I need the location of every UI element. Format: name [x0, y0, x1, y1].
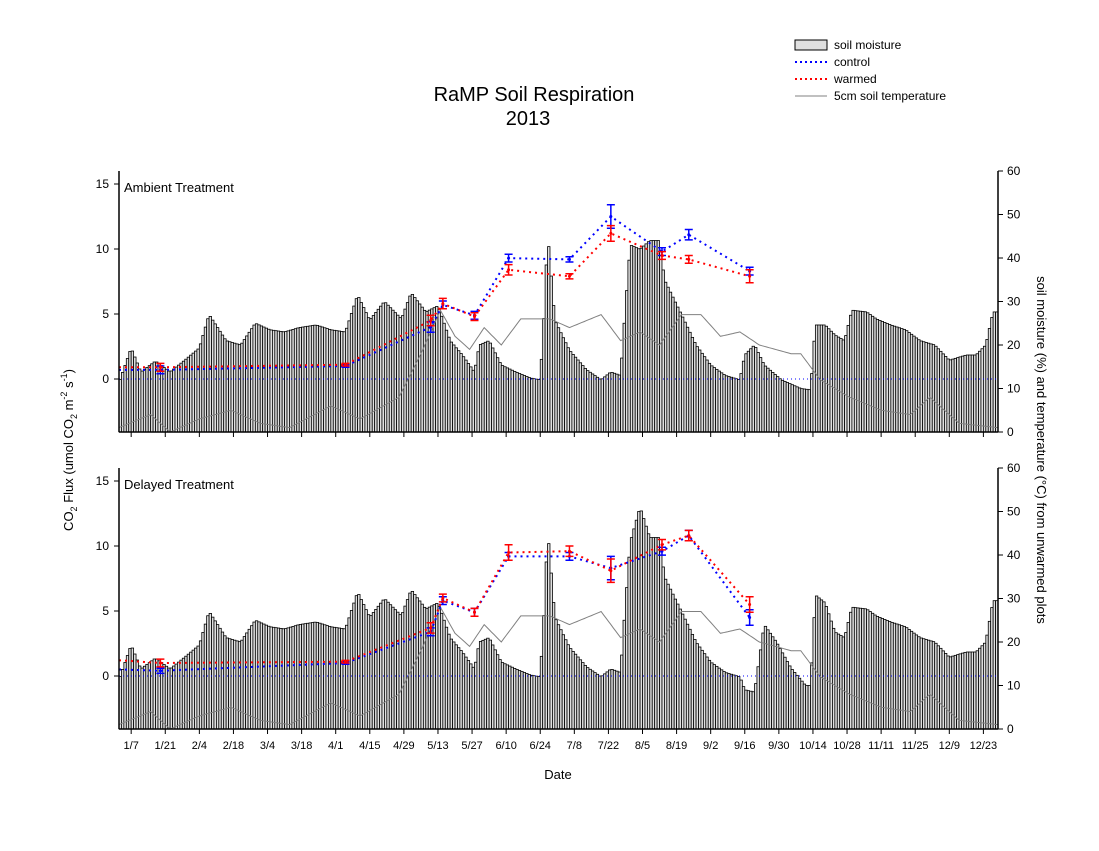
warmed-point: [441, 302, 445, 306]
x-tick-label: 9/16: [734, 740, 755, 752]
legend: soil moisture control warmed 5cm soil te…: [794, 38, 946, 103]
series-warmed: [119, 224, 754, 372]
soil-temperature-line: [118, 606, 999, 730]
soil-temperature-line: [118, 309, 999, 433]
x-tick-label: 9/2: [703, 740, 718, 752]
series-warmed: [119, 529, 754, 668]
control-point: [158, 669, 162, 673]
control-point: [507, 256, 511, 260]
x-tick-label: 7/8: [567, 740, 582, 752]
y-left-tick-label: 15: [96, 177, 110, 191]
warmed-point: [343, 660, 347, 664]
panel-ambient: 0 5 10 15 0 10 20 30 40 50 60 Ambient Treatment: [96, 164, 1021, 439]
warmed-point: [472, 610, 476, 614]
x-tick-label: 10/14: [799, 740, 827, 752]
warmed-point: [472, 315, 476, 319]
x-tick-label: 6/10: [495, 740, 516, 752]
y-left-tick-label: 0: [102, 669, 109, 683]
x-tick-label: 2/4: [192, 740, 207, 752]
control-point: [687, 233, 691, 237]
legend-swatch-soil-moisture: [794, 39, 828, 51]
x-tick-label: 11/11: [868, 740, 894, 752]
y-right-tick-label: 20: [1007, 635, 1021, 649]
warmed-point: [660, 543, 664, 547]
warmed-point: [748, 603, 752, 606]
x-tick-label: 3/18: [291, 740, 312, 752]
warmed-point: [507, 268, 511, 272]
y-left-tick-label: 0: [102, 372, 109, 386]
legend-label-temperature: 5cm soil temperature: [834, 89, 946, 103]
legend-label-soil-moisture: soil moisture: [834, 38, 902, 52]
x-tick-label: 4/29: [393, 740, 414, 752]
soil-moisture-bars: [118, 510, 999, 730]
y-right-tick-label: 10: [1007, 382, 1021, 396]
warmed-point: [429, 319, 433, 322]
warmed-point: [660, 254, 664, 257]
x-tick-label: 5/27: [461, 740, 482, 752]
y-right-tick-label: 60: [1007, 164, 1021, 178]
y-right-tick-label: 40: [1007, 548, 1021, 562]
warmed-point: [609, 231, 613, 235]
x-tick-label: 1/7: [124, 740, 139, 752]
control-point: [748, 616, 752, 619]
y-left-tick-label: 15: [96, 474, 110, 488]
x-tick-label: 1/21: [155, 740, 176, 752]
x-tick-label: 10/28: [833, 740, 861, 752]
x-axis-label: Date: [544, 767, 571, 782]
warmed-point: [567, 274, 571, 278]
y-right-tick-label: 50: [1007, 208, 1021, 222]
legend-label-control: control: [834, 55, 870, 69]
warmed-point: [343, 363, 347, 367]
y-right-tick-label: 50: [1007, 505, 1021, 519]
warmed-point: [687, 534, 691, 538]
y-right-tick-label: 0: [1007, 425, 1014, 439]
y-left-tick-label: 5: [102, 307, 109, 321]
panel-delayed: 0 5 10 15 0 10 20 30 40 50 60 1/7 1/21 2/4 2/18 3/4 3/18…: [96, 461, 1021, 752]
legend-label-warmed: warmed: [833, 72, 877, 86]
panel-label: Delayed Treatment: [124, 477, 234, 492]
warmed-point: [567, 549, 571, 553]
y-right-tick-label: 0: [1007, 722, 1014, 736]
x-tick-label: 4/15: [359, 740, 380, 752]
y-left-tick-label: 10: [96, 242, 110, 256]
warmed-point: [429, 626, 433, 630]
y-axis-right-label: soil moisture (%) and temperature (°C) f…: [1034, 276, 1049, 624]
control-point: [609, 215, 613, 218]
x-tick-label: 7/22: [598, 740, 619, 752]
control-point: [567, 257, 571, 261]
y-right-tick-label: 30: [1007, 295, 1021, 309]
x-tick-label: 8/5: [635, 740, 650, 752]
y-left-tick-label: 10: [96, 539, 110, 553]
warmed-point: [748, 274, 752, 278]
warmed-point: [609, 569, 613, 573]
x-tick-label: 11/25: [902, 740, 929, 752]
y-right-tick-label: 40: [1007, 251, 1021, 265]
warmed-point: [441, 596, 445, 600]
soil-moisture-bars: [118, 240, 999, 433]
x-tick-label: 9/30: [768, 740, 789, 752]
x-tick-label: 12/23: [970, 740, 998, 752]
warmed-point: [158, 365, 162, 369]
chart-title: RaMP Soil Respiration: [434, 84, 635, 106]
y-right-tick-label: 30: [1007, 592, 1021, 606]
panel-label: Ambient Treatment: [124, 180, 234, 195]
x-tick-label: 3/4: [260, 740, 275, 752]
warmed-point: [507, 551, 511, 554]
x-tick-label: 8/19: [666, 740, 687, 752]
warmed-point: [158, 661, 162, 665]
y-right-tick-label: 20: [1007, 338, 1021, 352]
x-tick-label: 5/13: [427, 740, 448, 752]
x-tick-label: 6/24: [530, 740, 551, 752]
chart-subtitle: 2013: [506, 108, 551, 130]
y-axis-left-label: CO2 Flux (umol CO2 m-2 s-1): [59, 369, 79, 531]
y-right-tick-label: 10: [1007, 679, 1021, 693]
x-tick-label: 4/1: [328, 740, 343, 752]
x-tick-label: 12/9: [939, 740, 960, 752]
warmed-point: [687, 257, 691, 261]
x-tick-label: 2/18: [223, 740, 244, 752]
y-left-tick-label: 5: [102, 604, 109, 618]
y-right-tick-label: 60: [1007, 461, 1021, 475]
